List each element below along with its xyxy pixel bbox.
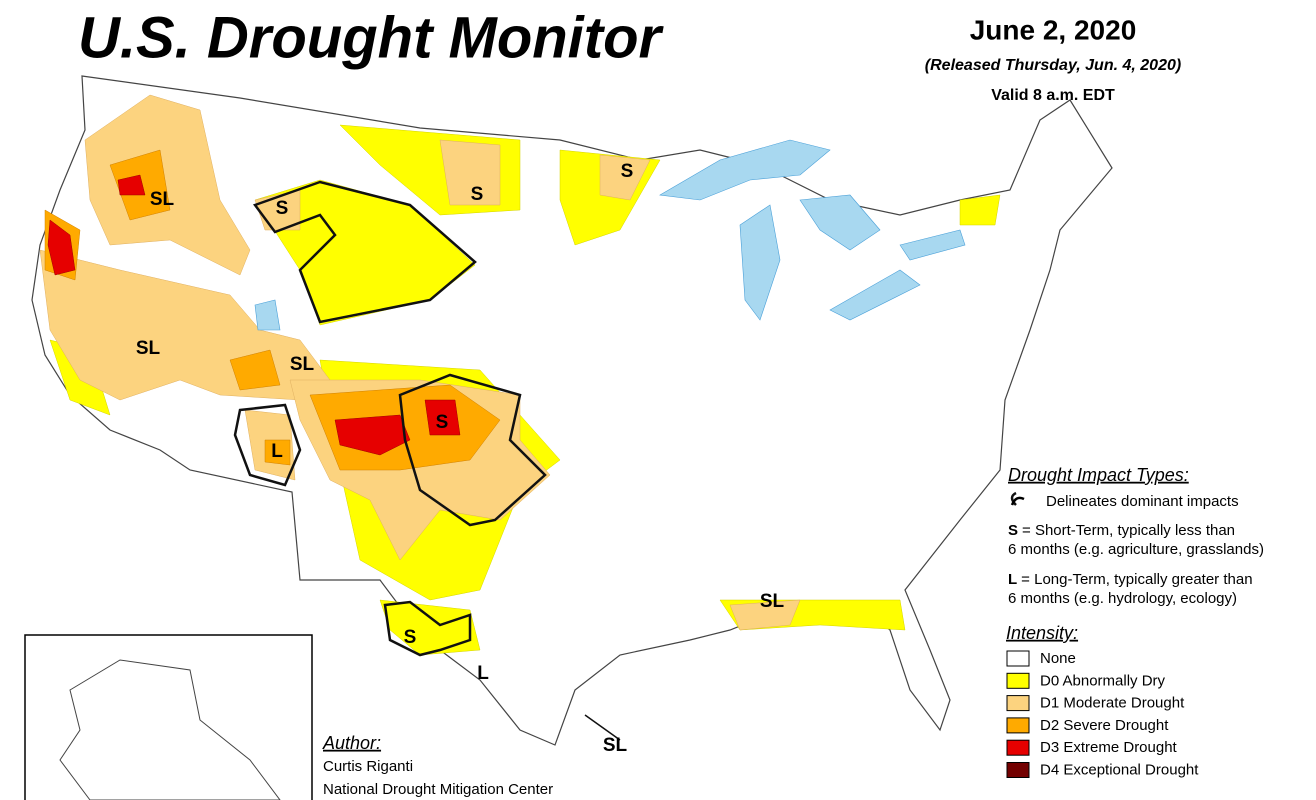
legend-label: D2 Severe Drought [1040,717,1169,734]
author-name: Curtis Riganti [323,758,413,775]
impact-label: SL [290,354,315,375]
alaska-outline [59,659,281,800]
impact-text: = Long-Term, typically greater than [1021,571,1252,588]
impact-line-note: Delineates dominant impacts [1046,493,1239,510]
impact-label: SL [603,735,628,756]
impact-label: L [271,441,283,462]
alaska-inset [24,634,313,800]
intensity-heading: Intensity: [1006,623,1078,643]
valid-time: Valid 8 a.m. EDT [991,87,1115,104]
impact-label: SL [760,591,785,612]
impact-label: S [621,161,634,182]
impact-label: S [471,184,484,205]
legend-swatch [1006,650,1030,667]
impact-label: SL [136,338,161,359]
drought-d3 [47,174,461,456]
legend-swatch [1006,762,1030,778]
release-date: (Released Thursday, Jun. 4, 2020) [925,57,1181,74]
legend-swatch [1006,695,1030,712]
author-org: National Drought Mitigation Center [323,781,553,798]
impact-label: S [404,627,417,648]
legend-swatch [1006,672,1030,689]
impact-label: L [477,663,489,684]
impact-long: L = Long-Term, typically greater than [1008,571,1253,588]
legend-label: D1 Moderate Drought [1040,695,1185,712]
legend-label: D3 Extreme Drought [1040,739,1178,756]
great-lakes [254,139,966,331]
map-title: U.S. Drought Monitor [78,5,665,70]
legend-swatch [1006,739,1030,756]
impact-text: = Short-Term, typically less than [1022,522,1235,539]
impact-label: SL [150,189,175,210]
impact-text: 6 months (e.g. agriculture, grasslands) [1008,541,1264,558]
impact-lines [233,180,1017,741]
legend-label: None [1040,650,1076,667]
legend-label: D0 Abnormally Dry [1040,672,1166,689]
map-date: June 2, 2020 [970,14,1137,45]
impact-code: L [1008,571,1017,588]
impact-label: S [276,198,289,219]
impact-short: S = Short-Term, typically less than [1008,522,1235,539]
impact-code: S [1008,522,1018,539]
impact-line-icon [1010,496,1025,506]
author-heading: Author: [322,733,381,753]
impact-label: S [436,412,449,433]
legend-label: D4 Exceptional Drought [1040,761,1199,778]
impact-heading: Drought Impact Types: [1008,465,1189,485]
legend-swatch [1006,717,1030,734]
impact-text: 6 months (e.g. hydrology, ecology) [1008,590,1237,607]
